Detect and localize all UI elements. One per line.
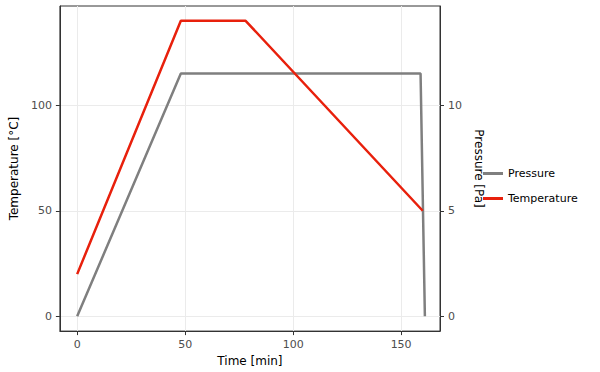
svg-text:5: 5 bbox=[448, 204, 455, 217]
svg-text:0: 0 bbox=[45, 310, 52, 323]
svg-text:100: 100 bbox=[31, 99, 52, 112]
svg-text:50: 50 bbox=[178, 338, 192, 351]
svg-text:150: 150 bbox=[391, 338, 412, 351]
svg-text:50: 50 bbox=[38, 204, 52, 217]
svg-text:100: 100 bbox=[283, 338, 304, 351]
svg-text:Time [min]: Time [min] bbox=[216, 354, 282, 368]
svg-text:Pressure [Pa]: Pressure [Pa] bbox=[472, 129, 486, 207]
svg-text:Temperature [°C]: Temperature [°C] bbox=[7, 117, 21, 222]
svg-text:10: 10 bbox=[448, 99, 462, 112]
svg-text:Pressure: Pressure bbox=[508, 167, 555, 180]
svg-text:0: 0 bbox=[448, 310, 455, 323]
svg-text:Temperature: Temperature bbox=[507, 192, 578, 205]
svg-text:0: 0 bbox=[74, 338, 81, 351]
